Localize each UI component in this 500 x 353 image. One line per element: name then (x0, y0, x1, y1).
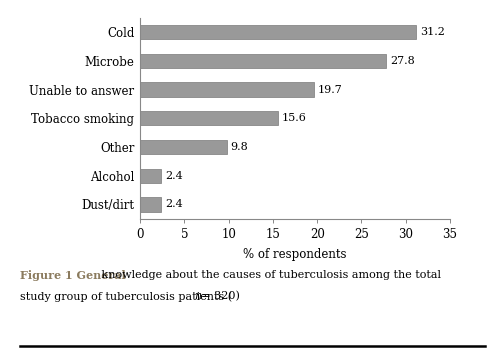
Bar (140, 111, 278, 125)
Text: 27.8: 27.8 (390, 56, 414, 66)
Bar (140, 54, 386, 68)
Text: 19.7: 19.7 (318, 84, 343, 95)
Bar (140, 197, 162, 212)
Text: study group of tuberculosis patients (: study group of tuberculosis patients ( (20, 291, 232, 302)
Bar (140, 25, 416, 39)
Text: knowledge about the causes of tuberculosis among the total: knowledge about the causes of tuberculos… (98, 270, 440, 280)
Bar (140, 82, 314, 97)
Bar (140, 169, 162, 183)
Text: 2.4: 2.4 (165, 199, 182, 209)
Text: 31.2: 31.2 (420, 27, 445, 37)
Text: 9.8: 9.8 (230, 142, 248, 152)
Text: Figure 1 General: Figure 1 General (20, 270, 126, 281)
Text: 2.4: 2.4 (165, 171, 182, 181)
Text: n: n (194, 291, 201, 301)
Text: = 320): = 320) (199, 291, 240, 301)
Bar (140, 140, 227, 154)
Text: 15.6: 15.6 (282, 113, 306, 123)
X-axis label: % of respondents: % of respondents (243, 248, 347, 261)
